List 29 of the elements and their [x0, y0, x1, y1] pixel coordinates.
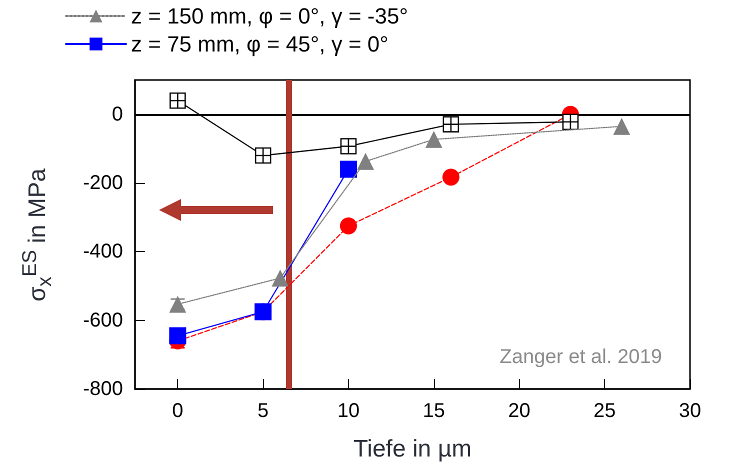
annotation: Zanger et al. 2019 [500, 346, 662, 368]
x-tick-label: 30 [678, 400, 702, 422]
x-tick-label: 5 [258, 400, 269, 422]
y-tick-label: -200 [82, 172, 123, 194]
x-axis-title: Tiefe in µm [353, 436, 472, 462]
point [442, 116, 460, 132]
point [170, 92, 186, 109]
x-tick-label: 15 [422, 400, 445, 422]
x-tick-label: 0 [172, 400, 184, 422]
point [340, 217, 357, 234]
x-tick-label: 25 [593, 400, 616, 422]
point [425, 130, 442, 148]
point [272, 270, 289, 287]
x-tick-label: 20 [508, 400, 530, 422]
point [340, 160, 357, 178]
point [357, 152, 374, 170]
point [442, 168, 460, 186]
legend-label: z = 150 mm, φ = 0°, γ = -35° [131, 4, 408, 28]
y-tick-label: -800 [82, 378, 123, 400]
y-tick-label: -400 [82, 240, 123, 263]
legend-label: z = 75 mm, φ = 45°, γ = 0° [131, 32, 388, 56]
point [254, 147, 272, 164]
point [613, 118, 630, 135]
y-tick-label: 0 [112, 103, 123, 126]
point [340, 138, 357, 154]
x-tick-label: 10 [337, 400, 360, 422]
point [562, 114, 579, 130]
point [169, 327, 186, 344]
y-tick-label: -600 [82, 309, 123, 332]
